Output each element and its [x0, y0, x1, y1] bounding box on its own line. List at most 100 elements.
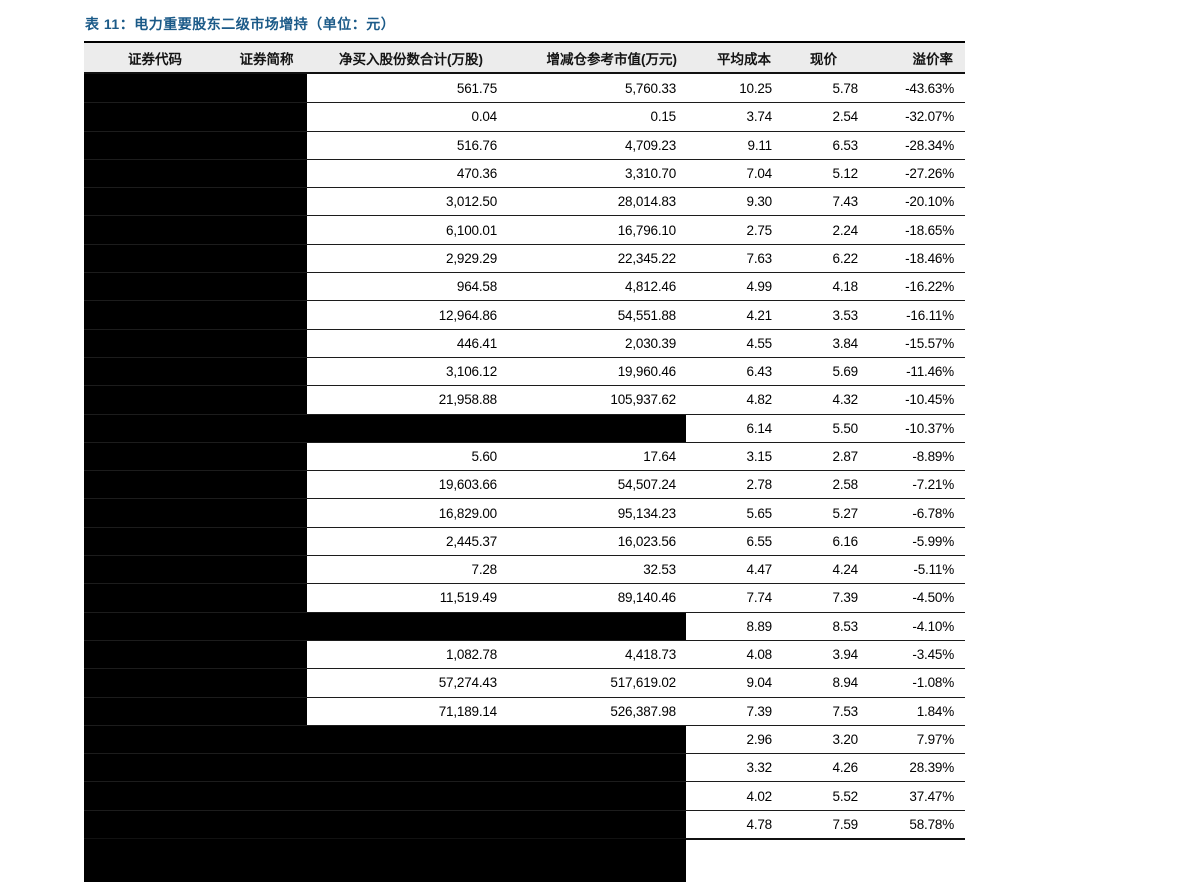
cell-current-price: 4.26	[832, 760, 859, 776]
cell-ref-value: 5,760.33	[625, 80, 676, 96]
cell-net-shares: 470.36	[456, 166, 497, 182]
cell-current-price: 2.54	[832, 109, 859, 125]
table-row: 0.04 0.15 3.74 2.54 -32.07%	[84, 102, 965, 131]
cell-premium-rate: 28.39%	[909, 760, 954, 776]
cell-current-price: 5.27	[832, 505, 859, 521]
cell-avg-cost: 4.55	[746, 335, 773, 351]
table-row: 3,106.12 19,960.46 6.43 5.69 -11.46%	[84, 356, 965, 386]
redaction-code-name-values	[84, 810, 686, 839]
cell-current-price: 3.20	[832, 731, 859, 747]
header-security-code: 证券代码	[128, 51, 182, 67]
table-row: 11,519.49 89,140.46 7.74 7.39 -4.50%	[84, 583, 965, 612]
cell-net-shares: 12,964.86	[438, 307, 497, 323]
cell-ref-value: 22,345.22	[617, 250, 676, 266]
table-row: 19,603.66 54,507.24 2.78 2.58 -7.21%	[84, 470, 965, 499]
cell-premium-rate: -6.78%	[912, 505, 954, 521]
cell-ref-value: 526,387.98	[610, 703, 676, 719]
cell-net-shares: 446.41	[456, 335, 497, 351]
cell-ref-value: 4,709.23	[625, 137, 676, 153]
cell-current-price: 2.58	[832, 477, 859, 493]
cell-avg-cost: 2.75	[746, 222, 773, 238]
redaction-code-name	[84, 556, 307, 584]
cell-avg-cost: 4.99	[746, 279, 773, 295]
cell-ref-value: 16,023.56	[617, 533, 676, 549]
header-ref-value: 增减仓参考市值(万元)	[546, 51, 678, 67]
cell-premium-rate: -28.34%	[905, 137, 954, 153]
cell-current-price: 5.78	[832, 80, 859, 96]
cell-avg-cost: 7.63	[746, 250, 773, 266]
header-net-shares: 净买入股份数合计(万股)	[339, 51, 483, 67]
cell-avg-cost: 6.43	[746, 364, 773, 380]
redaction-code-name	[84, 159, 307, 188]
cell-premium-rate: -4.10%	[912, 618, 954, 634]
cell-net-shares: 3,106.12	[446, 364, 497, 380]
cell-ref-value: 105,937.62	[610, 392, 676, 408]
cell-net-shares: 11,519.49	[439, 590, 497, 606]
cell-premium-rate: -43.63%	[905, 80, 954, 96]
cell-current-price: 4.24	[832, 562, 859, 578]
holdings-table: 证券代码 证券简称 净买入股份数合计(万股) 增减仓参考市值(万元) 平均成本 …	[84, 41, 965, 841]
cell-avg-cost: 6.14	[746, 420, 773, 436]
cell-ref-value: 89,140.46	[617, 590, 676, 606]
table-row: 470.36 3,310.70 7.04 5.12 -27.26%	[84, 158, 965, 188]
table-row: 2,445.37 16,023.56 6.55 6.16 -5.99%	[84, 526, 965, 556]
cell-current-price: 3.94	[832, 647, 859, 663]
cell-ref-value: 28,014.83	[617, 194, 676, 210]
cell-net-shares: 16,829.00	[438, 505, 497, 521]
cell-premium-rate: -1.08%	[912, 675, 954, 691]
cell-ref-value: 4,418.73	[625, 647, 676, 663]
redaction-code-name	[84, 74, 307, 103]
cell-net-shares: 1,082.78	[446, 647, 497, 663]
redaction-code-name-values	[84, 414, 686, 442]
redaction-code-name-values	[84, 782, 686, 810]
header-avg-cost: 平均成本	[717, 51, 771, 67]
cell-avg-cost: 8.89	[746, 618, 773, 634]
table-row: 57,274.43 517,619.02 9.04 8.94 -1.08%	[84, 668, 965, 697]
cell-premium-rate: 1.84%	[916, 703, 954, 719]
table-header-row: 证券代码 证券简称 净买入股份数合计(万股) 增减仓参考市值(万元) 平均成本 …	[84, 43, 965, 74]
redaction-code-name	[84, 442, 307, 471]
cell-net-shares: 71,189.14	[438, 703, 497, 719]
cell-avg-cost: 9.11	[747, 137, 773, 153]
cell-avg-cost: 3.74	[746, 109, 773, 125]
cell-ref-value: 54,551.88	[617, 307, 676, 323]
cell-current-price: 7.39	[832, 590, 859, 606]
cell-premium-rate: -16.11%	[906, 307, 954, 323]
redaction-block-bottom	[84, 839, 686, 882]
cell-avg-cost: 4.82	[746, 392, 773, 408]
cell-current-price: 8.94	[832, 675, 859, 691]
table-row: 964.58 4,812.46 4.99 4.18 -16.22%	[84, 272, 965, 301]
table-row: 2,929.29 22,345.22 7.63 6.22 -18.46%	[84, 243, 965, 273]
cell-avg-cost: 4.08	[746, 647, 773, 663]
cell-avg-cost: 9.30	[746, 194, 773, 210]
cell-ref-value: 3,310.70	[625, 166, 676, 182]
header-current-price: 现价	[810, 51, 837, 67]
cell-net-shares: 964.58	[456, 279, 497, 295]
cell-ref-value: 54,507.24	[617, 477, 676, 493]
redaction-code-name	[84, 697, 307, 725]
table-row: 561.75 5,760.33 10.25 5.78 -43.63%	[84, 74, 965, 103]
redaction-code-name	[84, 669, 307, 697]
table-row: 3,012.50 28,014.83 9.30 7.43 -20.10%	[84, 187, 965, 216]
cell-ref-value: 517,619.02	[610, 675, 676, 691]
cell-avg-cost: 5.65	[746, 505, 773, 521]
cell-current-price: 5.52	[832, 788, 859, 804]
cell-avg-cost: 6.55	[746, 533, 773, 549]
cell-current-price: 7.53	[832, 703, 859, 719]
redaction-code-name	[84, 301, 307, 329]
table-row: 2.96 3.20 7.97%	[84, 724, 965, 754]
cell-ref-value: 2,030.39	[625, 335, 676, 351]
redaction-code-name	[84, 273, 307, 301]
cell-ref-value: 17.64	[643, 449, 676, 464]
redaction-code-name	[84, 244, 307, 273]
cell-avg-cost: 4.21	[746, 307, 773, 323]
redaction-code-name	[84, 188, 307, 216]
cell-premium-rate: -27.26%	[905, 166, 954, 182]
cell-current-price: 7.43	[832, 194, 859, 210]
cell-premium-rate: -7.21%	[912, 477, 954, 493]
cell-premium-rate: 37.47%	[909, 788, 954, 804]
cell-premium-rate: -10.45%	[905, 392, 954, 408]
cell-ref-value: 4,812.46	[625, 279, 676, 295]
cell-current-price: 5.50	[832, 420, 859, 436]
cell-current-price: 4.32	[832, 392, 859, 408]
